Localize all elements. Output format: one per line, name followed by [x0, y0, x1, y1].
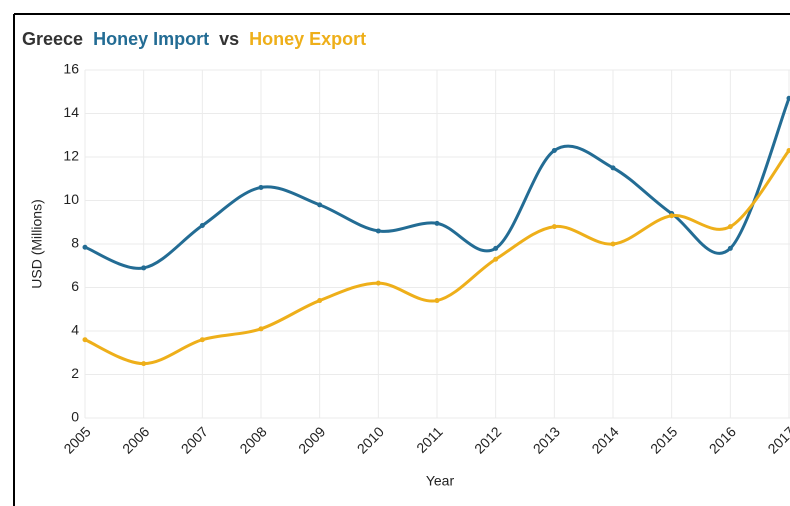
x-tick-label: 2010: [354, 423, 387, 456]
y-axis-label: USD (Millions): [29, 199, 45, 288]
data-point: [493, 245, 499, 251]
data-point: [786, 147, 790, 153]
data-point: [375, 228, 381, 234]
chart-title: Greece Honey Import vs Honey Export: [22, 29, 366, 49]
title-joiner: vs: [219, 29, 239, 49]
data-point: [317, 202, 323, 208]
x-tick-label: 2006: [119, 423, 152, 456]
x-tick-label: 2013: [530, 423, 563, 456]
x-axis-label: Year: [426, 473, 455, 489]
series-line: [84, 97, 790, 270]
x-tick-label: 2017: [764, 423, 790, 456]
x-tick-label: 2011: [413, 423, 446, 456]
y-tick-label: 6: [71, 278, 79, 294]
data-point: [610, 241, 616, 247]
data-point: [258, 326, 264, 332]
y-tick-label: 10: [63, 191, 79, 207]
title-series-export: Honey Export: [249, 29, 366, 49]
data-point: [82, 244, 88, 250]
data-point: [786, 95, 790, 101]
x-tick-label: 2008: [236, 423, 269, 456]
x-tick-label: 2007: [178, 423, 211, 456]
data-point: [669, 213, 675, 219]
data-point: [727, 245, 733, 251]
x-tick-label: 2012: [471, 423, 504, 456]
data-point: [199, 337, 205, 343]
x-tick-label: 2009: [295, 423, 328, 456]
data-point: [434, 220, 440, 226]
y-tick-label: 14: [63, 104, 79, 120]
data-point: [199, 223, 205, 229]
x-tick-label: 2005: [60, 423, 93, 456]
grid: [84, 69, 790, 419]
data-point: [82, 337, 88, 343]
y-tick-label: 0: [71, 409, 79, 425]
title-prefix: Greece: [22, 29, 83, 49]
y-tick-label: 16: [63, 61, 79, 77]
data-point: [610, 165, 616, 171]
data-point: [493, 256, 499, 262]
y-tick-label: 8: [71, 235, 79, 251]
title-series-import: Honey Import: [93, 29, 209, 49]
data-point: [375, 280, 381, 286]
data-point: [317, 298, 323, 304]
data-point: [434, 298, 440, 304]
data-point: [551, 224, 557, 230]
data-point: [141, 265, 147, 271]
data-point: [258, 184, 264, 190]
x-tick-label: 2014: [588, 423, 621, 456]
y-tick-label: 4: [71, 322, 79, 338]
x-tick-label: 2015: [647, 423, 680, 456]
x-tick-label: 2016: [706, 423, 739, 456]
data-point: [551, 147, 557, 153]
y-tick-label: 12: [63, 148, 79, 164]
data-point: [727, 224, 733, 230]
data-point: [141, 361, 147, 367]
y-tick-label: 2: [71, 365, 79, 381]
